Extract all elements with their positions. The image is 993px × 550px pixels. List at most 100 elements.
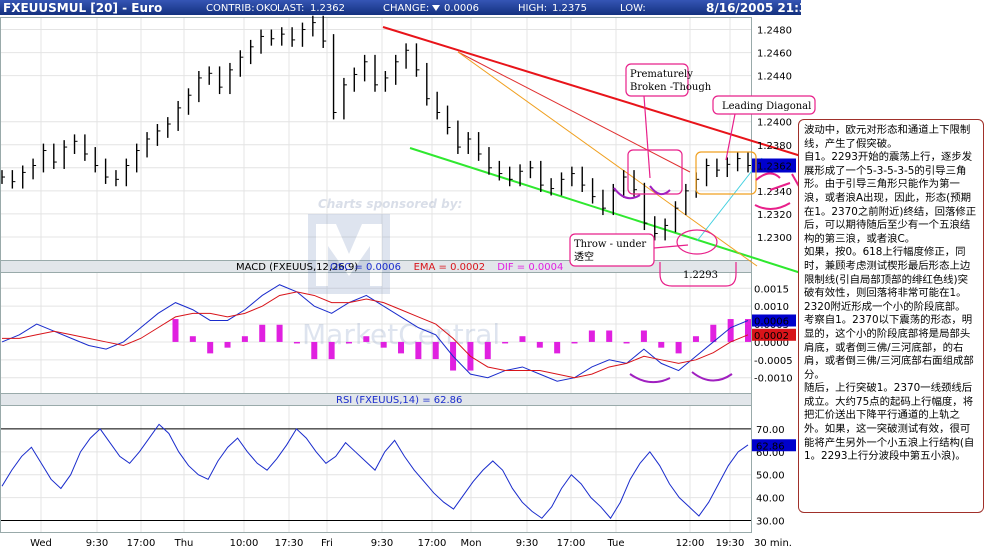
macd-histogram-bar [432, 341, 439, 360]
header-high-label: HIGH: [518, 3, 547, 14]
macd-y-tick-label: -0.0010 [754, 374, 793, 385]
header-low-label: LOW: [620, 3, 646, 14]
rsi-series [1, 423, 749, 520]
watermark-logo-icon [308, 214, 390, 294]
rsi-y-tick-label: 70.00 [756, 425, 785, 436]
commentary-paragraph: 波动中，欧元对形态和通道上下限制线，产生了假突破。 [804, 124, 971, 150]
annotation-pattern-box [627, 149, 683, 195]
price-y-tick-label: 1.2460 [757, 49, 792, 60]
x-tick-label: 30 min. [754, 538, 792, 549]
macd-histogram-bar [207, 341, 214, 354]
macd-histogram-bar [224, 341, 231, 348]
price-y-tick-label: 1.2340 [757, 187, 792, 198]
macd-legend-dif: DIF = 0.0004 [497, 262, 563, 273]
x-tick-label: 9:30 [371, 538, 393, 549]
macd-histogram-bar [745, 319, 751, 342]
price-y-tick-label: 1.2300 [757, 233, 792, 244]
rsi-last-value-label: 62.86 [756, 441, 785, 452]
callout-throw-under-pointer [653, 244, 689, 249]
macd-histogram-bar [727, 319, 734, 342]
sponsor-watermark: Charts sponsored by: MarketCentral [302, 197, 500, 351]
macd-histogram-bar [658, 341, 665, 348]
macd-histogram-bar [554, 341, 561, 354]
axis-ticks: Wed 9:30 17:00 Thu 10:00 17:30 Fri 9:30 17:00 Mon… [30, 26, 796, 549]
macd-histogram-bar [241, 336, 248, 342]
annotation-macd-arc-left [629, 373, 671, 384]
macd-histogram-bar [363, 336, 370, 342]
macd-histogram-bar [692, 336, 699, 342]
rsi-y-tick-label: 30.00 [756, 517, 785, 528]
header-change-value: 0.0006 [444, 3, 479, 14]
x-tick-label: 9:30 [516, 538, 538, 549]
rsi-line [1, 423, 749, 520]
rsi-y-tick-label: 60.00 [756, 448, 785, 459]
macd-histogram-bar [571, 341, 578, 344]
callout-throw-under [569, 233, 655, 267]
callout-prematurely-pointer [643, 95, 651, 179]
header-contrib-value: OKO [256, 3, 278, 14]
header-symbol: FXEUUSMUL [20] - Euro [3, 1, 162, 15]
x-tick-label: 17:00 [127, 538, 156, 549]
x-tick-label: 19:30 [716, 538, 745, 549]
annotation-arc-left [613, 187, 641, 200]
macd-histogram-bar [484, 341, 491, 360]
macd-value-label: 0.0002 [754, 331, 789, 342]
header-last-label: LAST: [277, 3, 304, 14]
price-last-value-box [752, 158, 796, 173]
x-tick-label: 10:00 [230, 538, 259, 549]
callout-prematurely-text: Prematurely Broken -Though [630, 69, 712, 93]
commentary-paragraph: 考察自1。2370以下震荡的形态，明显的，这个小的阶段底部将是局部头肩底，或者倒… [804, 314, 974, 381]
header-bar [0, 0, 801, 15]
macd-histogram-bar [588, 330, 595, 342]
fan-line-cyan [696, 157, 763, 242]
price-y-tick-label: 1.2400 [757, 118, 792, 129]
annotation-low-bracket [659, 262, 737, 287]
macd-histogram-bar [259, 324, 266, 342]
macd-histogram-bar [276, 324, 283, 342]
rsi-last-value-box [752, 439, 796, 452]
annotation-low-label: 1.2293 [683, 270, 718, 281]
watermark-sponsor-text: Charts sponsored by: [318, 197, 462, 211]
price-y-tick-label: 1.2480 [757, 26, 792, 37]
macd-y-tick-label: 0.0000 [754, 338, 789, 349]
header-last-value: 1.2362 [310, 3, 345, 14]
x-tick-label: 12:00 [676, 538, 705, 549]
rsi-y-tick-label: 50.00 [756, 471, 785, 482]
header-contrib-label: CONTRIB: [206, 3, 255, 14]
macd-title: MACD (FXEUUS,12,26,9) [236, 262, 358, 273]
macd-series [1, 284, 751, 382]
macd-y-tick-label: 0.0015 [754, 284, 789, 295]
callout-prematurely [625, 63, 689, 97]
x-tick-label: 9:30 [86, 538, 108, 549]
annotation-macd-arc-right [691, 371, 733, 382]
down-arrow-icon [432, 5, 440, 11]
price-last-value-label: 1.2362 [757, 162, 792, 173]
macd-histogram-bar [710, 324, 717, 342]
macd-histogram-bar [172, 319, 179, 342]
callout-leading-diagonal [712, 95, 816, 115]
macd-y-tick-label: -0.0005 [754, 356, 793, 367]
annotation-low-ellipse [676, 229, 718, 255]
macd-legend-osc: OSC = 0.0006 [330, 262, 401, 273]
price-y-tick-label: 1.2320 [757, 210, 792, 221]
annotation-arc-right [754, 202, 791, 210]
rsi-title: RSI (FXEUUS,14) = 62.86 [336, 395, 462, 406]
header-datetime: 8/16/2005 21:30 [706, 1, 816, 15]
annotation-diagonal-box [695, 151, 757, 195]
x-tick-label: Fri [321, 538, 333, 549]
commentary-paragraph: 随后，上行突破1。2370一线颈线后成立。大约75点的起码上行幅度，将把汇价送出… [804, 382, 975, 463]
price-bars [1, 15, 751, 241]
commentary-paragraph: 如果，按0。618上行幅度修正，同时，兼顾考虑测试楔形最后形态上边限制线(引自局… [804, 246, 971, 313]
macd-histogram-bar [345, 341, 352, 344]
price-y-tick-label: 1.2380 [757, 141, 792, 152]
lower-channel-line [409, 147, 802, 274]
macd-histogram-bar [502, 341, 509, 344]
x-tick-label: Thu [174, 538, 194, 549]
macd-histogram-bar [189, 336, 196, 342]
macd-value-box [752, 328, 796, 341]
rsi-y-tick-label: 40.00 [756, 494, 785, 505]
price-y-tick-label: 1.2440 [757, 72, 792, 83]
macd-value-box [752, 314, 796, 327]
macd-histogram-bar [675, 341, 682, 354]
callout-throw-under-text: Throw - under 透空 [574, 239, 646, 263]
